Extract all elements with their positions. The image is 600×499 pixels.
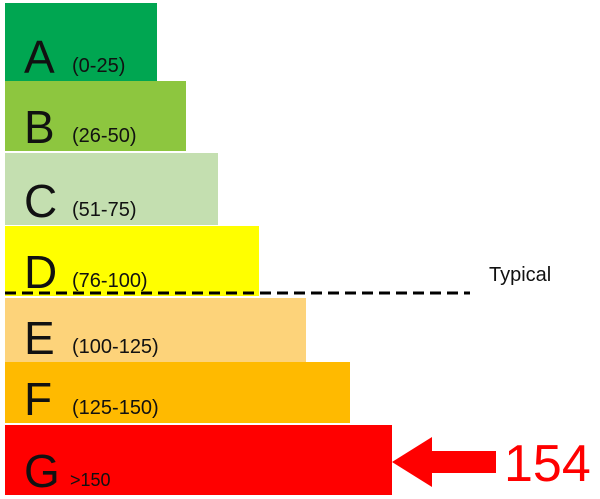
- rating-range-e: (100-125): [72, 336, 159, 358]
- rating-bar-e: [5, 298, 306, 362]
- rating-range-c: (51-75): [72, 199, 136, 221]
- rating-bars: A (0-25) B (26-50) C (51-75) D (76-100) E (100-12…: [5, 3, 392, 497]
- rating-range-b: (26-50): [72, 125, 136, 147]
- rating-bar-b: [5, 81, 186, 151]
- rating-letter-b: B: [24, 101, 55, 153]
- rating-letter-c: C: [24, 175, 57, 227]
- rating-range-f: (125-150): [72, 397, 159, 419]
- rating-indicator: 154: [392, 435, 591, 493]
- rating-range-g: >150: [70, 470, 111, 490]
- rating-letter-d: D: [24, 246, 57, 298]
- rating-bar-g: [5, 425, 392, 495]
- rating-range-d: (76-100): [72, 270, 148, 292]
- rating-bar-d: [5, 226, 259, 296]
- rating-value: 154: [504, 435, 591, 493]
- rating-letter-g: G: [24, 445, 60, 497]
- rating-letter-e: E: [24, 312, 55, 364]
- rating-bar-c: [5, 153, 218, 225]
- rating-bar-a: [5, 3, 157, 81]
- rating-bar-f: [5, 362, 350, 423]
- rating-letter-a: A: [24, 31, 55, 83]
- rating-range-a: (0-25): [72, 55, 125, 77]
- rating-letter-f: F: [24, 373, 52, 425]
- arrow-left-icon: [392, 437, 496, 487]
- typical-label: Typical: [489, 264, 551, 286]
